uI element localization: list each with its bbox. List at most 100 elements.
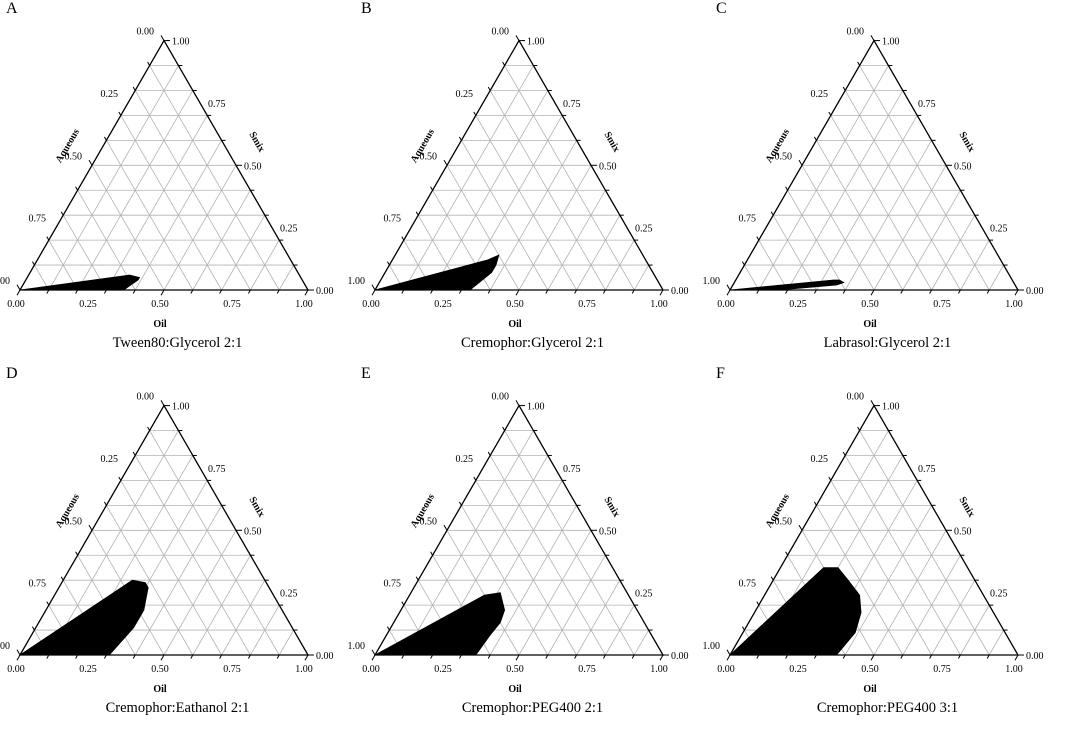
tick-mark bbox=[190, 654, 194, 659]
tick-labels: 0.00 0.00 0.00 0.25 0.25 0.25 0.50 0.50 0.50 0.75… bbox=[703, 27, 1044, 310]
tick-labels: 0.00 0.00 0.00 0.25 0.25 0.25 0.50 0.50 0.50 0.75… bbox=[703, 392, 1044, 675]
grid-line bbox=[518, 530, 592, 656]
tick-mark bbox=[473, 111, 477, 116]
smix-tick-label: 0.25 bbox=[635, 224, 653, 235]
tick-mark bbox=[986, 654, 990, 659]
oil-tick-label: 0.25 bbox=[789, 299, 807, 310]
tick-mark bbox=[798, 159, 803, 166]
tick-mark bbox=[726, 284, 731, 291]
grid-line bbox=[988, 629, 1004, 656]
panel-caption: Tween80:Glycerol 2:1 bbox=[112, 335, 243, 351]
tick-mark bbox=[741, 626, 745, 631]
tick-mark bbox=[31, 626, 35, 631]
tick-mark bbox=[487, 654, 491, 659]
smix-tick-label: 0.50 bbox=[954, 161, 972, 172]
tick-mark bbox=[160, 400, 165, 406]
oil-tick-label: 1.00 bbox=[650, 299, 668, 310]
grid-line bbox=[48, 239, 78, 291]
grid-line bbox=[960, 239, 990, 291]
aqueous-tick-label: 0.75 bbox=[29, 579, 47, 590]
oil-tick-label: 0.75 bbox=[578, 664, 596, 675]
smix-tick-label: 0.00 bbox=[671, 286, 689, 297]
tick-mark bbox=[986, 289, 990, 294]
aqueous-tick-label: 0.25 bbox=[456, 454, 474, 465]
aqueous-tick-label: 0.50 bbox=[775, 516, 793, 527]
grid-line bbox=[960, 604, 990, 656]
tick-mark bbox=[75, 289, 79, 294]
smix-tick-label: 1.00 bbox=[882, 37, 900, 48]
tick-mark bbox=[813, 136, 817, 141]
grid-line bbox=[830, 115, 932, 291]
grid-lines bbox=[389, 65, 649, 291]
ternary-panel-e: 0.00 0.00 0.00 0.25 0.25 0.25 0.50 0.50 0.50 0.75… bbox=[348, 365, 710, 730]
tick-mark bbox=[75, 551, 79, 556]
grid-line bbox=[873, 165, 947, 291]
tick-mark bbox=[103, 654, 107, 659]
grid-line bbox=[744, 264, 760, 291]
tick-mark bbox=[147, 61, 151, 66]
tick-mark bbox=[957, 654, 961, 659]
tick-mark bbox=[103, 136, 107, 141]
tick-mark bbox=[726, 289, 731, 296]
tick-mark bbox=[16, 284, 21, 291]
oil-tick-label: 0.75 bbox=[223, 664, 241, 675]
tick-mark bbox=[16, 649, 21, 656]
smix-axis-title: Smix bbox=[601, 130, 621, 154]
panel-caption: Labrasol:Glycerol 2:1 bbox=[823, 335, 952, 351]
tick-mark bbox=[160, 654, 165, 661]
tick-mark bbox=[785, 551, 789, 556]
smix-tick-label: 1.00 bbox=[527, 37, 545, 48]
ternary-plot: 0.00 0.00 0.00 0.25 0.25 0.25 0.50 0.50 0.50 0.75… bbox=[348, 392, 689, 695]
grid-line bbox=[518, 165, 592, 291]
tick-mark bbox=[870, 289, 875, 296]
aqueous-tick-label: 0.50 bbox=[420, 516, 438, 527]
oil-tick-label: 0.00 bbox=[7, 299, 25, 310]
ternary-plot: 0.00 0.00 0.00 0.25 0.25 0.25 0.50 0.50 0.50 0.75… bbox=[0, 392, 334, 695]
tick-mark bbox=[602, 654, 606, 659]
oil-tick-label: 0.00 bbox=[362, 664, 380, 675]
tick-mark bbox=[631, 289, 635, 294]
aqueous-tick-label: 0.50 bbox=[65, 516, 83, 527]
tick-mark bbox=[1014, 654, 1019, 661]
microemulsion-region bbox=[18, 579, 149, 656]
grid-line bbox=[547, 555, 606, 656]
panel-letter: C bbox=[716, 0, 727, 17]
tick-mark bbox=[371, 284, 376, 291]
oil-tick-label: 0.50 bbox=[506, 299, 524, 310]
tick-labels: 0.00 0.00 0.00 0.25 0.25 0.25 0.50 0.50 0.50 0.75… bbox=[0, 392, 334, 675]
smix-tick-label: 1.00 bbox=[172, 37, 190, 48]
tick-mark bbox=[631, 654, 635, 659]
tick-mark bbox=[247, 654, 251, 659]
oil-tick-label: 0.75 bbox=[223, 299, 241, 310]
smix-axis-title: Smix bbox=[956, 130, 976, 154]
tick-mark bbox=[458, 654, 462, 659]
grid-line bbox=[62, 214, 107, 291]
grid-line bbox=[403, 430, 534, 656]
tick-mark bbox=[46, 236, 50, 241]
grid-line bbox=[34, 264, 50, 291]
tick-mark bbox=[502, 61, 506, 66]
grid-line bbox=[120, 480, 222, 656]
grid-line bbox=[859, 430, 990, 656]
tick-mark bbox=[386, 626, 390, 631]
aqueous-tick-label: 0.00 bbox=[492, 27, 510, 38]
aqueous-tick-label: 1.00 bbox=[0, 276, 10, 287]
tick-mark bbox=[756, 654, 760, 659]
tick-mark bbox=[726, 654, 731, 661]
microemulsion-region bbox=[374, 592, 506, 656]
grid-line bbox=[931, 214, 976, 291]
grid-line bbox=[149, 430, 280, 656]
oil-tick-label: 0.00 bbox=[717, 299, 735, 310]
aqueous-tick-label: 0.25 bbox=[456, 89, 474, 100]
tick-mark bbox=[857, 426, 861, 431]
oil-tick-label: 0.00 bbox=[717, 664, 735, 675]
tick-labels: 0.00 0.00 0.00 0.25 0.25 0.25 0.50 0.50 0.50 0.75… bbox=[348, 27, 689, 310]
panel-caption: Cremophor:Eathanol 2:1 bbox=[105, 700, 250, 716]
oil-tick-label: 0.25 bbox=[434, 299, 452, 310]
oil-axis-title: Oil bbox=[863, 319, 877, 330]
tick-mark bbox=[458, 501, 462, 506]
grid-line bbox=[475, 480, 577, 656]
oil-tick-label: 0.50 bbox=[151, 664, 169, 675]
tick-marks bbox=[16, 400, 314, 661]
grid-line bbox=[873, 530, 947, 656]
